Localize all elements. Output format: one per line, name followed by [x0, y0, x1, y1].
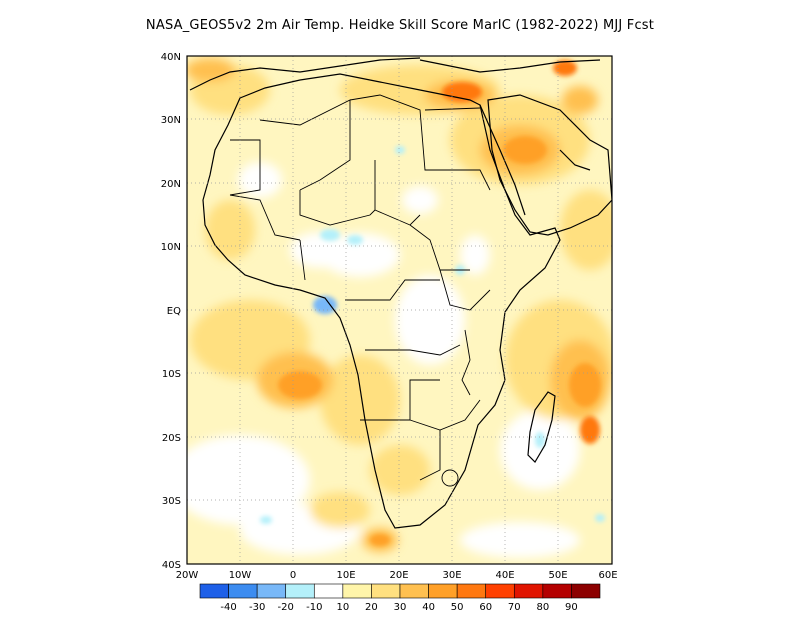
colorbar-cell	[571, 583, 601, 599]
colorbar-label: -10	[306, 602, 322, 613]
lon-label: 20W	[176, 570, 199, 581]
lon-label: 50E	[548, 570, 567, 581]
lat-label: 40N	[161, 52, 181, 63]
colorbar-label: 70	[508, 602, 521, 613]
lon-label: 60E	[598, 570, 617, 581]
lat-label: 30S	[162, 496, 181, 507]
colorbar-cell	[485, 583, 515, 599]
colorbar-label: -30	[249, 602, 265, 613]
map-title: NASA_GEOS5v2 2m Air Temp. Heidke Skill S…	[145, 18, 655, 33]
longitude-labels: 20W 10W 0 10E 20E 30E 40E 50E 60E	[176, 570, 618, 581]
colorbar-cell	[285, 583, 315, 599]
colorbar-label: 20	[365, 602, 378, 613]
colorbar-cell	[313, 583, 344, 599]
lat-label: EQ	[167, 306, 181, 317]
colorbar-cell	[399, 583, 429, 599]
colorbar-labels: -40 -30 -20 -10 10 20 30 40 50 60 70 80 90	[220, 602, 577, 613]
latitude-labels: 40N 30N 20N 10N EQ 10S 20S 30S 40S	[161, 52, 181, 571]
colorbar-cell	[256, 583, 287, 599]
colorbar-cell	[371, 583, 401, 599]
colorbar-label: 30	[394, 602, 407, 613]
colorbar-cell	[456, 583, 487, 599]
lon-label: 20E	[389, 570, 408, 581]
lon-label: 30E	[442, 570, 461, 581]
colorbar-cell	[428, 583, 458, 599]
colorbar-label: 50	[451, 602, 464, 613]
colorbar-label: -20	[278, 602, 294, 613]
colorbar-label: 80	[536, 602, 549, 613]
country-borders	[229, 94, 491, 487]
colorbar	[199, 583, 601, 599]
graticule	[187, 56, 612, 564]
map-frame	[186, 55, 613, 565]
colorbar-label: 10	[336, 602, 349, 613]
lat-label: 20S	[162, 433, 181, 444]
colorbar-label: 60	[479, 602, 492, 613]
lat-label: 40S	[162, 560, 181, 571]
colorbar-label: -40	[220, 602, 236, 613]
lon-label: 0	[290, 570, 296, 581]
colorbar-label: 40	[422, 602, 435, 613]
lon-label: 10W	[229, 570, 252, 581]
colorbar-label: 90	[565, 602, 578, 613]
colorbar-cell	[228, 583, 258, 599]
lat-label: 20N	[161, 179, 181, 190]
colorbar-cell	[513, 583, 544, 599]
colorbar-cell	[342, 583, 372, 599]
lon-label: 10E	[336, 570, 355, 581]
lat-label: 10N	[161, 242, 181, 253]
lat-label: 30N	[161, 115, 181, 126]
lon-label: 40E	[495, 570, 514, 581]
colorbar-cell	[542, 583, 572, 599]
coastlines	[189, 57, 612, 529]
lat-label: 10S	[162, 369, 181, 380]
colorbar-cell	[199, 583, 229, 599]
